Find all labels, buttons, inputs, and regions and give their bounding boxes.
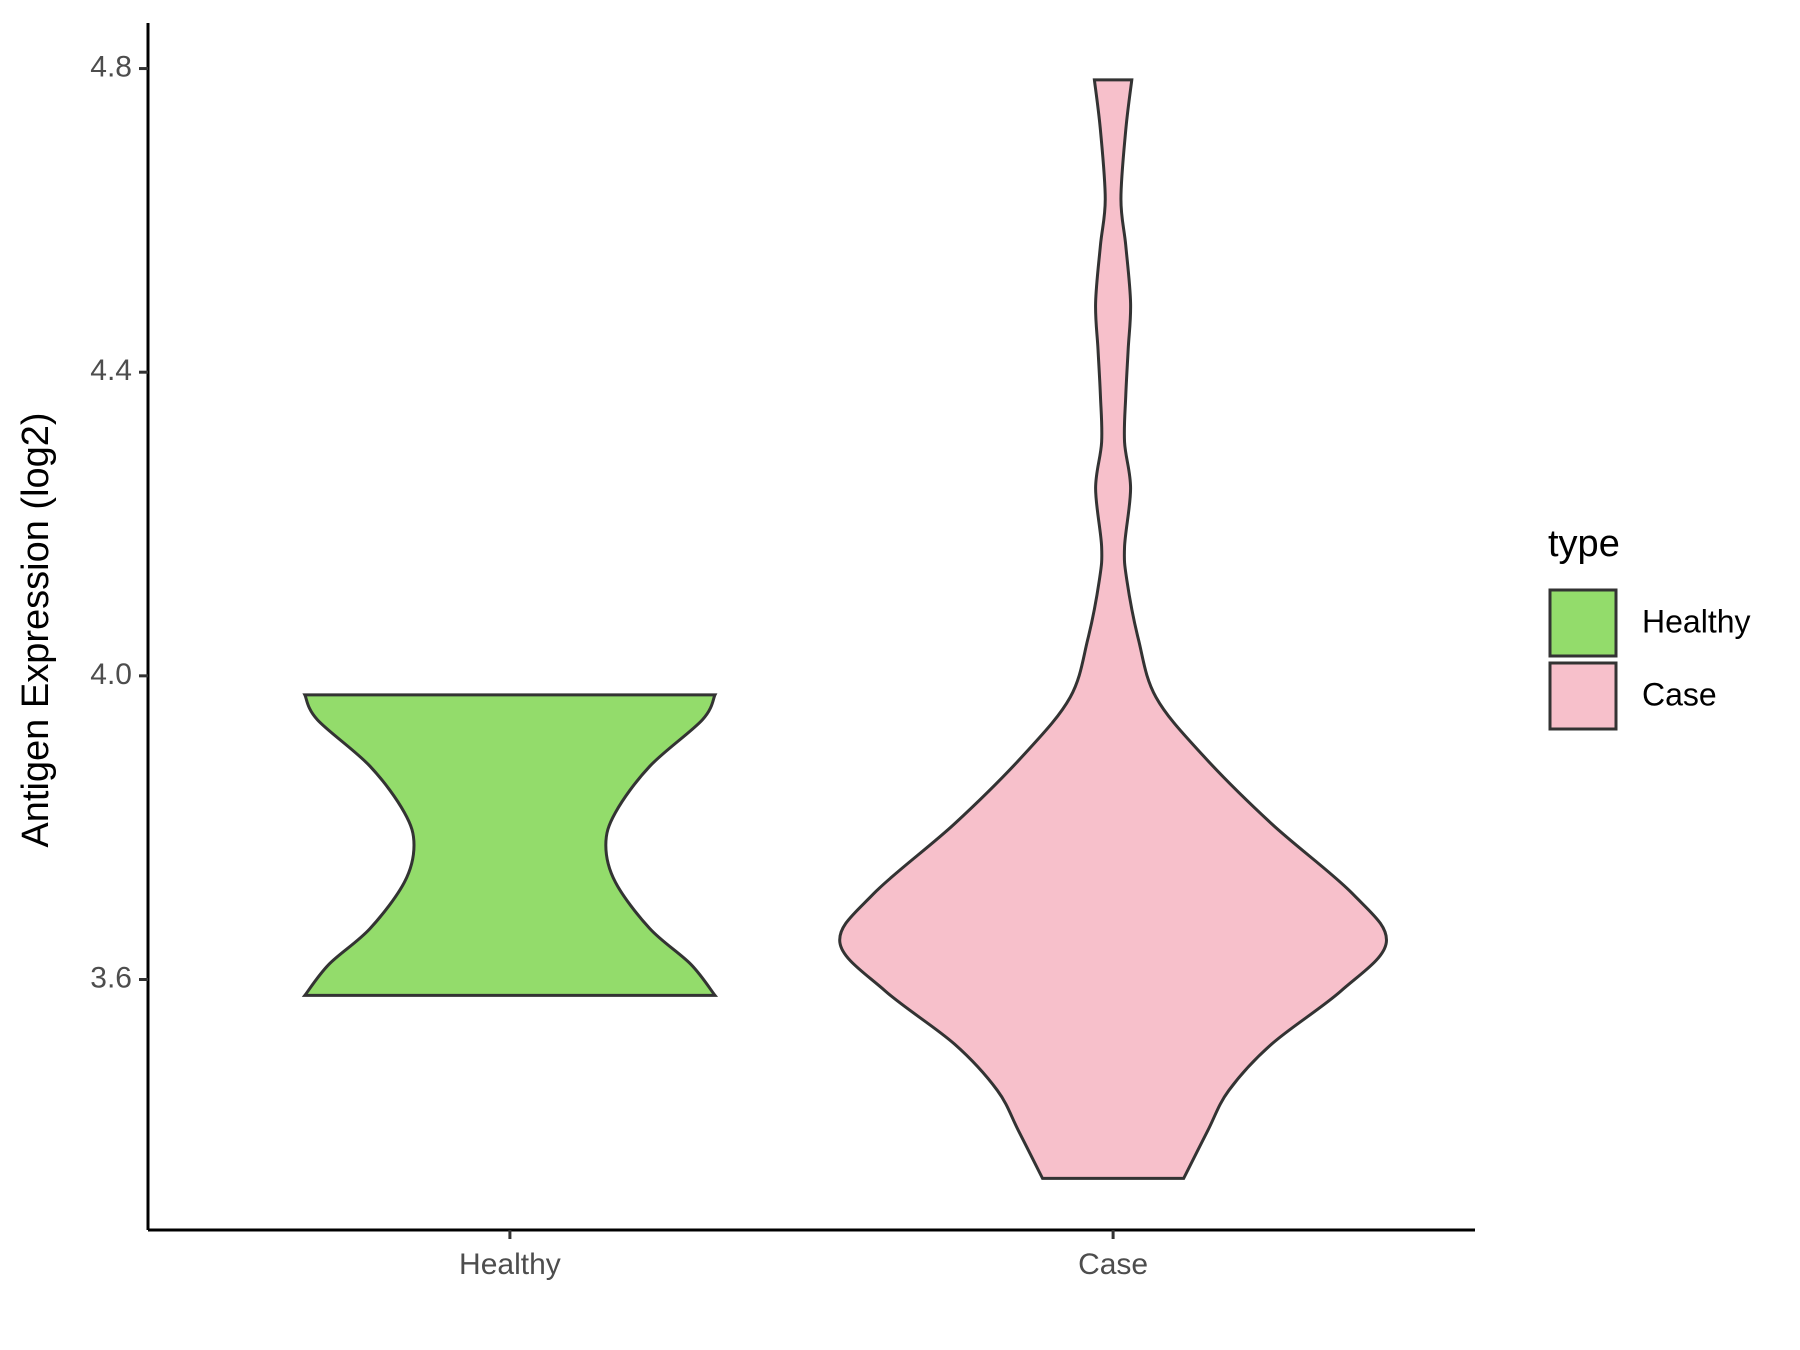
violin <box>838 78 1388 1180</box>
y-axis-label: Antigen Expression (log2) <box>15 412 57 847</box>
legend-label: Healthy <box>1642 603 1751 639</box>
legend-key <box>1548 588 1618 658</box>
y-tick-label: 4.8 <box>90 50 132 83</box>
x-tick-label: Case <box>1078 1248 1148 1281</box>
x-tick-label: Healthy <box>459 1248 561 1281</box>
legend-key <box>1548 661 1618 731</box>
y-tick-label: 3.6 <box>90 961 132 994</box>
violin <box>301 693 719 997</box>
legend-label: Case <box>1642 676 1717 712</box>
y-tick-label: 4.0 <box>90 658 132 691</box>
y-tick-label: 4.4 <box>90 354 132 387</box>
legend-title: type <box>1548 523 1620 565</box>
